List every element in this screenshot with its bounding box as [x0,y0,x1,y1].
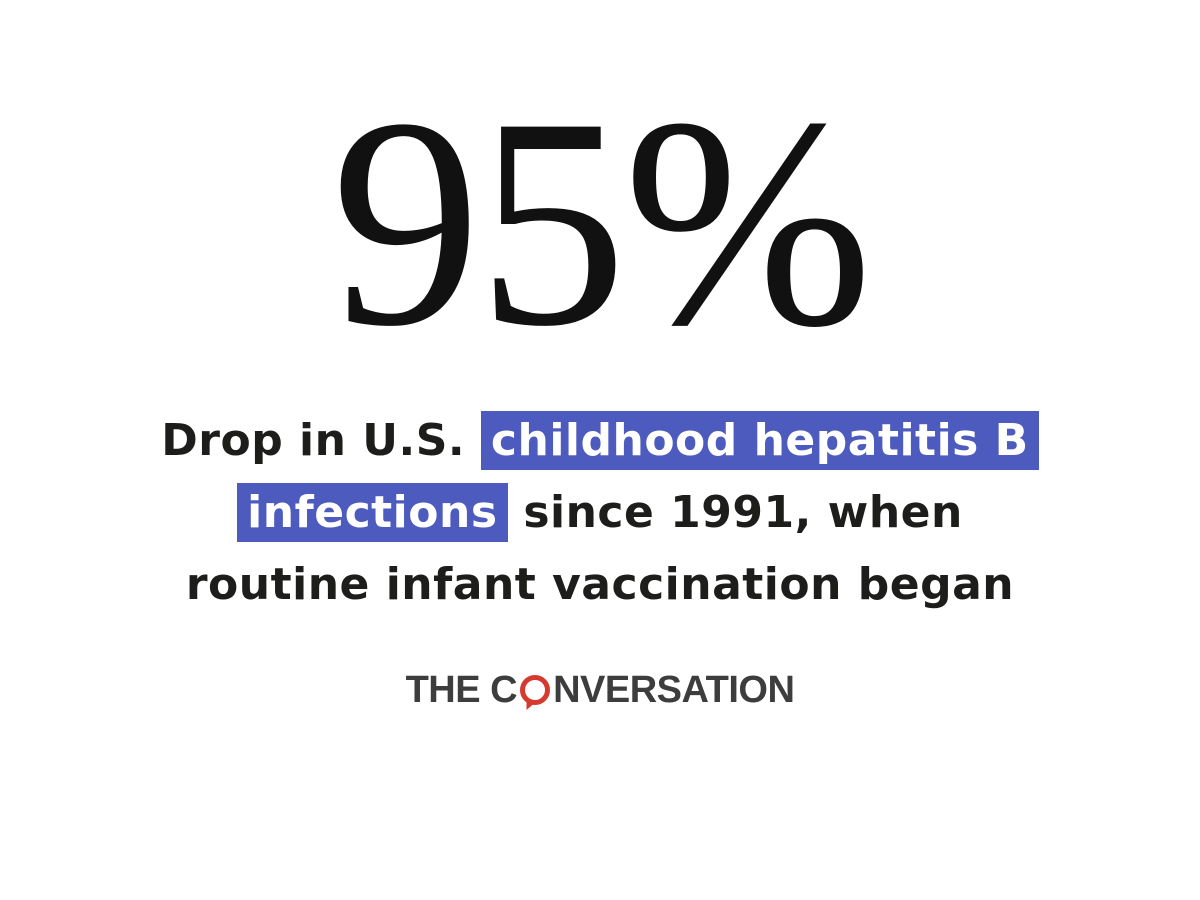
logo-text-c: C [490,669,518,711]
logo-text-the: THE [405,669,491,711]
the-conversation-logo: THE C NVERSATION [406,669,795,712]
stat-description: Drop in U.S. childhood hepatitis B infec… [161,405,1039,621]
speech-bubble-o-icon [518,674,552,712]
description-segment-highlighted: infections [237,483,508,542]
description-line-3: routine infant vaccination began [161,549,1038,621]
logo-text-nversation: NVERSATION [553,669,795,711]
stat-value: 95% [331,56,873,388]
description-line-1: Drop in U.S. childhood hepatitis B [161,405,1039,477]
description-segment: since 1991, when [507,487,963,538]
description-segment: routine infant vaccination began [185,559,1015,610]
description-segment-highlighted: childhood hepatitis B [480,411,1039,470]
description-segment: Drop in U.S. [161,415,481,466]
description-line-2: infections since 1991, when [161,477,1038,549]
